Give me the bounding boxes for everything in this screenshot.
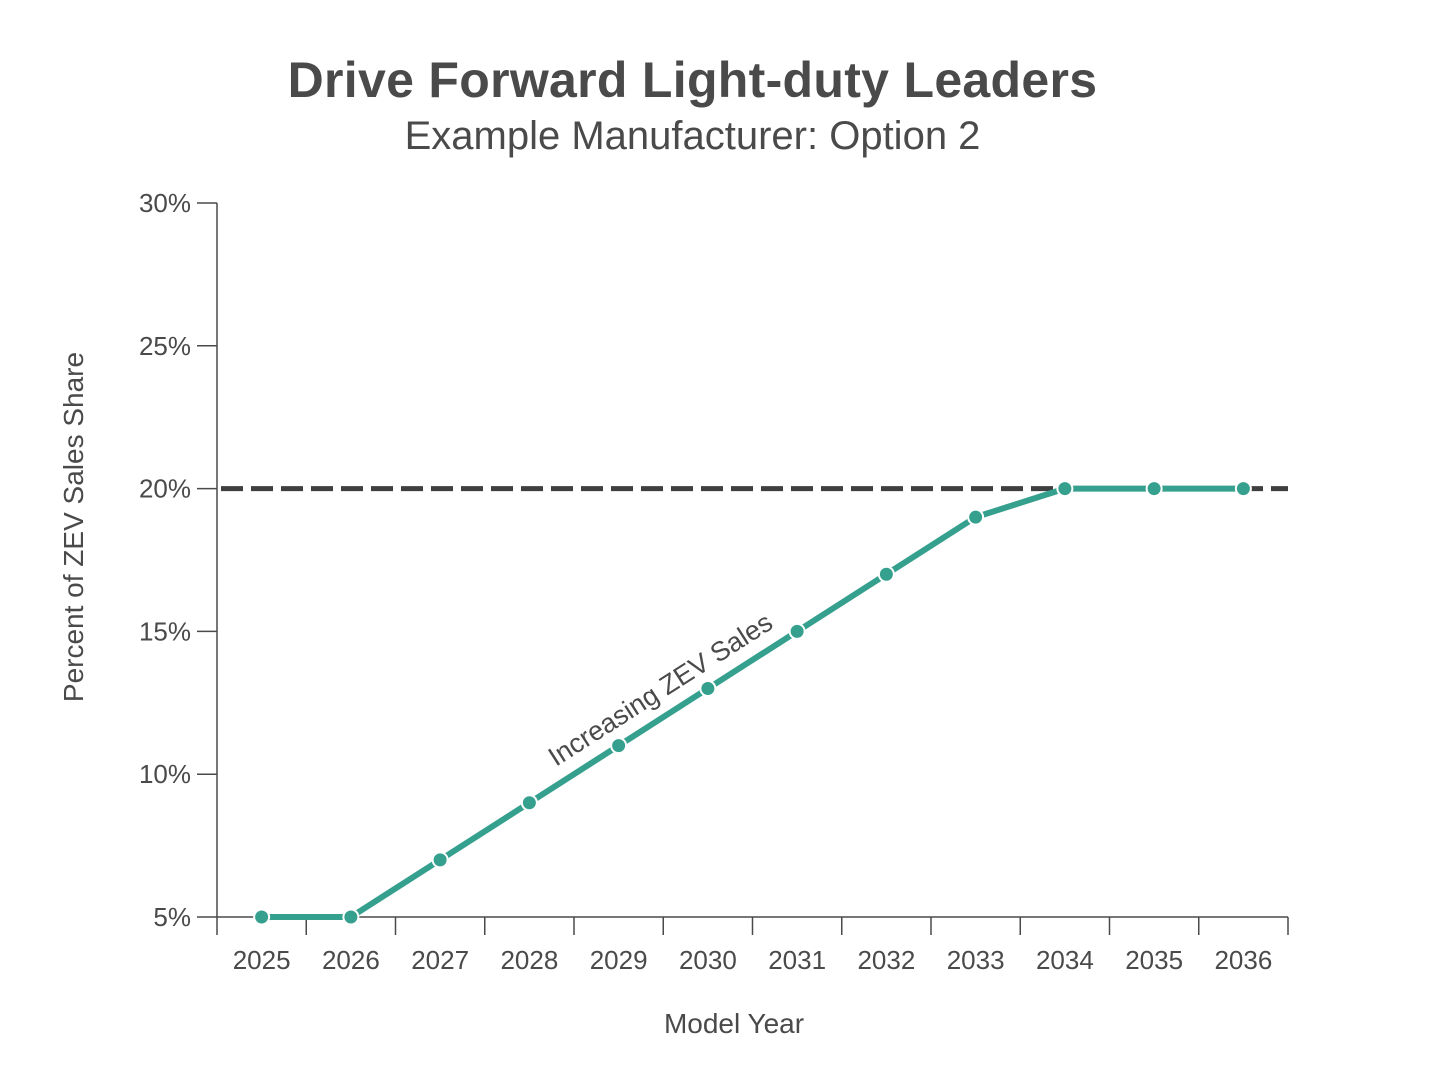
y-tick-label: 30% (139, 188, 191, 218)
data-point (342, 908, 360, 926)
chart-title: Drive Forward Light-duty Leaders (287, 52, 1098, 108)
x-tick-label: 2031 (768, 945, 826, 975)
data-point (253, 908, 271, 926)
x-tick-label: 2027 (411, 945, 469, 975)
x-tick-label: 2028 (500, 945, 558, 975)
chart-subtitle: Example Manufacturer: Option 2 (404, 114, 981, 158)
x-tick-label: 2036 (1214, 945, 1272, 975)
series-annotation: Increasing ZEV Sales (543, 607, 778, 772)
y-ticks: 5% 10% 15% 20% 25% 30% (139, 188, 217, 932)
data-point (877, 565, 895, 583)
data-point (520, 794, 538, 812)
data-point (967, 508, 985, 526)
x-axis-title: Model Year (664, 1008, 804, 1039)
x-tick-label: 2026 (322, 945, 380, 975)
data-point (788, 622, 806, 640)
y-tick-label: 5% (153, 902, 191, 932)
data-point (1145, 480, 1163, 498)
x-tick-label: 2030 (679, 945, 737, 975)
y-tick-label: 10% (139, 759, 191, 789)
data-point (1056, 480, 1074, 498)
x-tick-label: 2033 (947, 945, 1005, 975)
series-line (258, 485, 1247, 920)
x-ticks: 2025 2026 2027 2028 2029 2030 2031 2032 2033 2034… (216, 917, 1289, 975)
y-tick-label: 20% (139, 474, 191, 504)
axes (216, 203, 1288, 918)
y-tick-label: 15% (139, 616, 191, 646)
data-point (699, 680, 717, 698)
x-tick-label: 2034 (1036, 945, 1094, 975)
x-tick-label: 2032 (857, 945, 915, 975)
x-tick-label: 2025 (233, 945, 291, 975)
data-point (1234, 480, 1252, 498)
y-axis-title: Percent of ZEV Sales Share (58, 352, 89, 702)
y-tick-label: 25% (139, 331, 191, 361)
series-group (253, 480, 1252, 926)
title-block: Drive Forward Light-duty Leaders Example… (0, 48, 1385, 162)
data-point (610, 737, 628, 755)
data-point (431, 851, 449, 869)
x-tick-label: 2029 (590, 945, 648, 975)
x-tick-label: 2035 (1125, 945, 1183, 975)
